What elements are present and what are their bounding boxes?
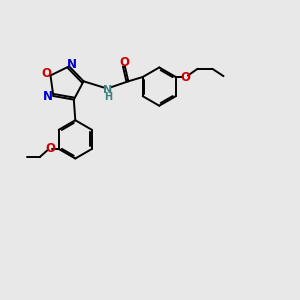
- Text: O: O: [42, 68, 52, 80]
- Text: N: N: [43, 89, 53, 103]
- Text: H: H: [104, 92, 112, 102]
- Text: N: N: [67, 58, 76, 71]
- Text: O: O: [120, 56, 130, 69]
- Text: O: O: [45, 142, 55, 155]
- Text: N: N: [103, 85, 112, 95]
- Text: O: O: [180, 70, 190, 83]
